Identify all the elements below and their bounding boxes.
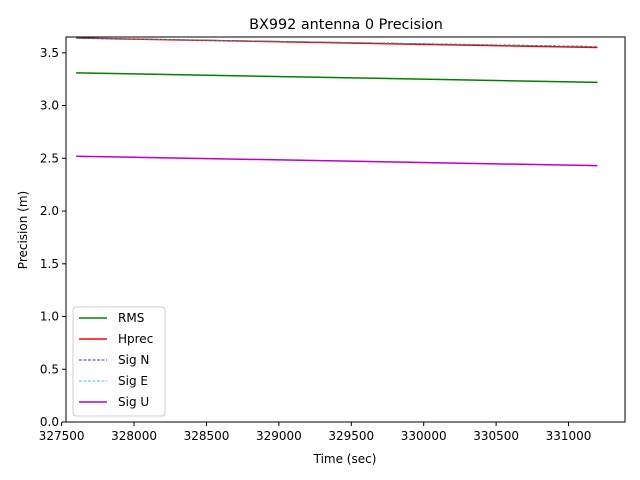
axes-frame: [65, 36, 626, 423]
legend-box: [72, 306, 166, 417]
y-tick-label: 3.5: [40, 46, 59, 60]
y-tick-label: 2.5: [40, 151, 59, 165]
legend-label: Hprec: [118, 332, 153, 346]
x-tick-label: 329500: [328, 429, 374, 443]
legend-label: Sig E: [118, 374, 148, 388]
x-tick-label: 330500: [473, 429, 519, 443]
y-tick-label: 1.5: [40, 257, 59, 271]
series-layer: [76, 37, 598, 167]
legend-label: Sig N: [118, 353, 149, 367]
series-line-sig-e: [76, 37, 598, 47]
y-tick-label: 1.0: [40, 310, 59, 324]
x-tick-label: 330000: [401, 429, 447, 443]
legend-label: Sig U: [118, 395, 149, 409]
x-tick-label: 327500: [39, 429, 85, 443]
legend: RMS Hprec Sig N Sig E Sig U: [72, 306, 166, 417]
y-tick-label: 2.0: [40, 204, 59, 218]
y-axis-title: Precision (m): [16, 191, 30, 269]
legend-label: RMS: [118, 311, 144, 325]
y-tick-label: 0.0: [40, 415, 59, 429]
x-tick-label: 329000: [256, 429, 302, 443]
series-line-rms: [76, 72, 598, 84]
x-tick-label: 328000: [111, 429, 157, 443]
chart-title: BX992 antenna 0 Precision: [249, 17, 443, 33]
y-tick-label: 0.5: [40, 362, 59, 376]
y-axis-ticks: 0.0 0.5 1.0 1.5 2.0 2.5 3.0 3.5: [40, 46, 66, 429]
x-tick-label: 331000: [546, 429, 592, 443]
y-tick-label: 3.0: [40, 99, 59, 113]
series-line-sig-u: [76, 155, 598, 167]
x-tick-label: 328500: [184, 429, 230, 443]
x-axis-title: Time (sec): [313, 452, 377, 466]
x-axis-ticks: 327500 328000 328500 329000 329500 330000 3305…: [39, 422, 592, 443]
